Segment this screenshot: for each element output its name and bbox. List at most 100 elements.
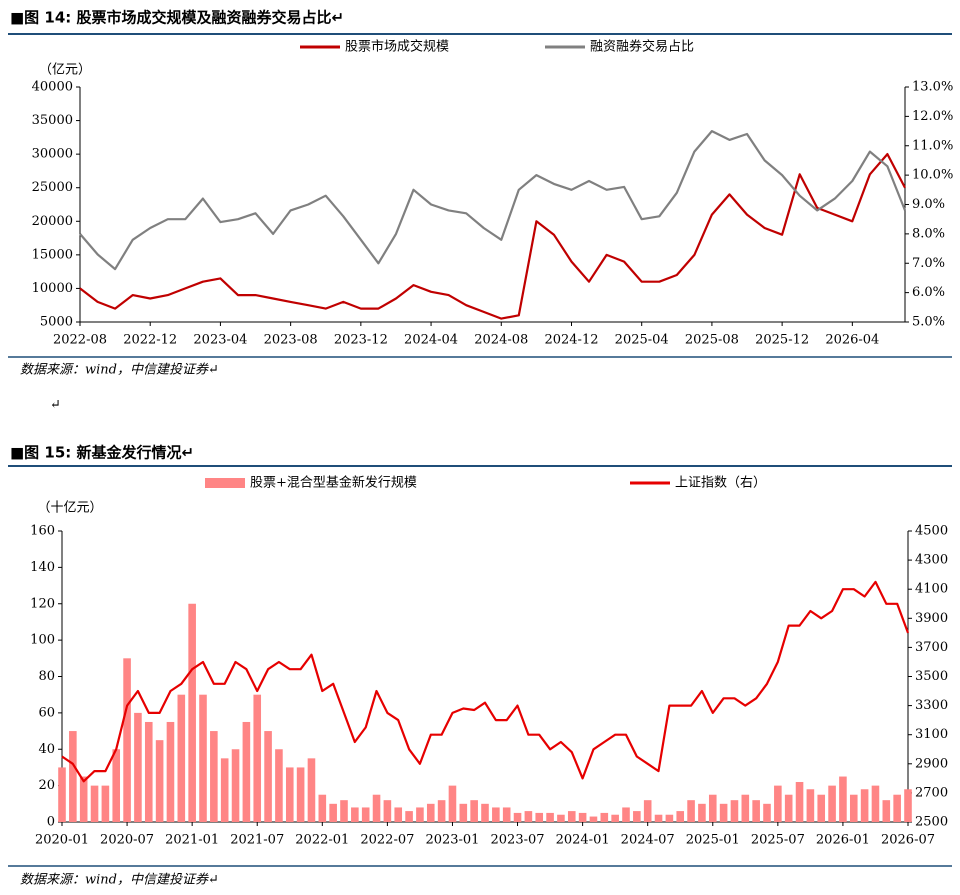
legend-label: 股票+混合型基金新发行规模: [250, 475, 417, 491]
x-tick-label: 2023-07: [491, 833, 545, 848]
bar: [416, 807, 424, 822]
bar: [676, 811, 685, 822]
bar: [459, 803, 468, 822]
bar: [383, 800, 392, 822]
bar: [285, 767, 294, 822]
bar: [839, 776, 847, 822]
y2-tick-label: 3900: [915, 611, 948, 626]
bar: [437, 800, 446, 822]
line-series: [61, 580, 910, 783]
legend-swatch: [205, 478, 245, 488]
bar: [448, 785, 457, 822]
bar: [351, 807, 359, 822]
bar: [394, 807, 403, 822]
chart-title: ■图 14: 股票市场成交规模及融资融券交易占比↵: [10, 9, 344, 27]
bar: [795, 781, 804, 822]
bar: [318, 794, 327, 822]
bar: [633, 811, 641, 822]
bar: [199, 694, 207, 822]
legend-label: 上证指数（右）: [675, 476, 766, 491]
y-tick-label: 20000: [32, 214, 73, 229]
legend-label: 股票市场成交规模: [345, 39, 449, 55]
x-tick-label: 2025-04: [615, 333, 669, 348]
x-tick-label: 2026-01: [816, 833, 870, 848]
bar: [578, 812, 587, 822]
bar: [144, 721, 153, 822]
y-axis-label: （亿元）: [39, 63, 91, 78]
bar: [893, 794, 901, 822]
bar: [372, 794, 381, 822]
y-tick-label: 25000: [32, 180, 73, 195]
bar: [220, 758, 229, 822]
y-tick-label: 140: [30, 560, 55, 575]
bar: [708, 794, 717, 822]
x-tick-label: 2023-01: [425, 833, 479, 848]
y2-tick-label: 11.0%: [912, 138, 953, 153]
x-tick-label: 2025-08: [685, 333, 739, 348]
bar: [90, 785, 99, 822]
y2-tick-label: 10.0%: [912, 168, 953, 183]
bar: [231, 749, 240, 822]
bar: [492, 807, 500, 822]
bar: [307, 758, 316, 822]
x-tick-label: 2022-12: [123, 333, 177, 348]
bar: [535, 812, 544, 822]
legend-label: 融资融券交易占比: [590, 39, 694, 55]
x-tick-label: 2020-01: [35, 833, 89, 848]
paragraph-mark: ↵: [50, 398, 61, 413]
y2-tick-label: 4300: [915, 553, 948, 568]
bar: [730, 800, 739, 822]
bar: [698, 803, 706, 822]
bar: [134, 712, 142, 822]
y2-tick-label: 12.0%: [912, 109, 953, 124]
bar: [513, 812, 522, 822]
bar: [275, 749, 283, 822]
bar: [79, 776, 88, 822]
y2-tick-label: 6.0%: [912, 285, 945, 300]
bar: [882, 800, 891, 822]
y-axis-label: （十亿元）: [37, 501, 102, 516]
bar: [860, 789, 869, 822]
y2-tick-label: 2500: [915, 815, 948, 830]
line-series: [79, 130, 907, 271]
x-tick-label: 2026-04: [825, 333, 879, 348]
bar: [546, 812, 554, 822]
bar: [741, 794, 750, 822]
bar: [361, 807, 370, 822]
bar: [155, 740, 164, 822]
y-tick-label: 40000: [32, 80, 73, 95]
bar: [264, 731, 272, 822]
bar: [784, 794, 793, 822]
y2-tick-label: 8.0%: [912, 226, 945, 241]
bar: [611, 814, 619, 822]
y-tick-label: 80: [38, 669, 55, 684]
bar: [871, 785, 880, 822]
y-tick-label: 60: [38, 705, 55, 720]
bar: [828, 785, 836, 822]
y2-tick-label: 4500: [915, 524, 948, 539]
y2-tick-label: 7.0%: [912, 256, 945, 271]
x-tick-label: 2021-07: [230, 833, 284, 848]
bar: [210, 731, 218, 822]
x-tick-label: 2024-04: [404, 333, 458, 348]
y-tick-label: 10000: [32, 281, 73, 296]
bar: [426, 803, 435, 822]
y2-tick-label: 2900: [915, 756, 948, 771]
x-tick-label: 2022-07: [360, 833, 414, 848]
bar: [904, 789, 912, 822]
bar: [177, 694, 186, 822]
x-tick-label: 2024-12: [544, 333, 598, 348]
bar: [253, 694, 262, 822]
x-tick-label: 2026-07: [881, 833, 935, 848]
y2-tick-label: 4100: [915, 582, 948, 597]
bar: [752, 800, 760, 822]
bar: [166, 721, 175, 822]
bar: [296, 767, 305, 822]
x-tick-label: 2024-07: [621, 833, 675, 848]
bar: [622, 807, 630, 822]
x-tick-label: 2025-12: [755, 333, 809, 348]
y2-tick-label: 3700: [915, 640, 948, 655]
y-tick-label: 15000: [32, 247, 73, 262]
bar: [763, 803, 771, 822]
x-tick-label: 2022-08: [53, 333, 107, 348]
